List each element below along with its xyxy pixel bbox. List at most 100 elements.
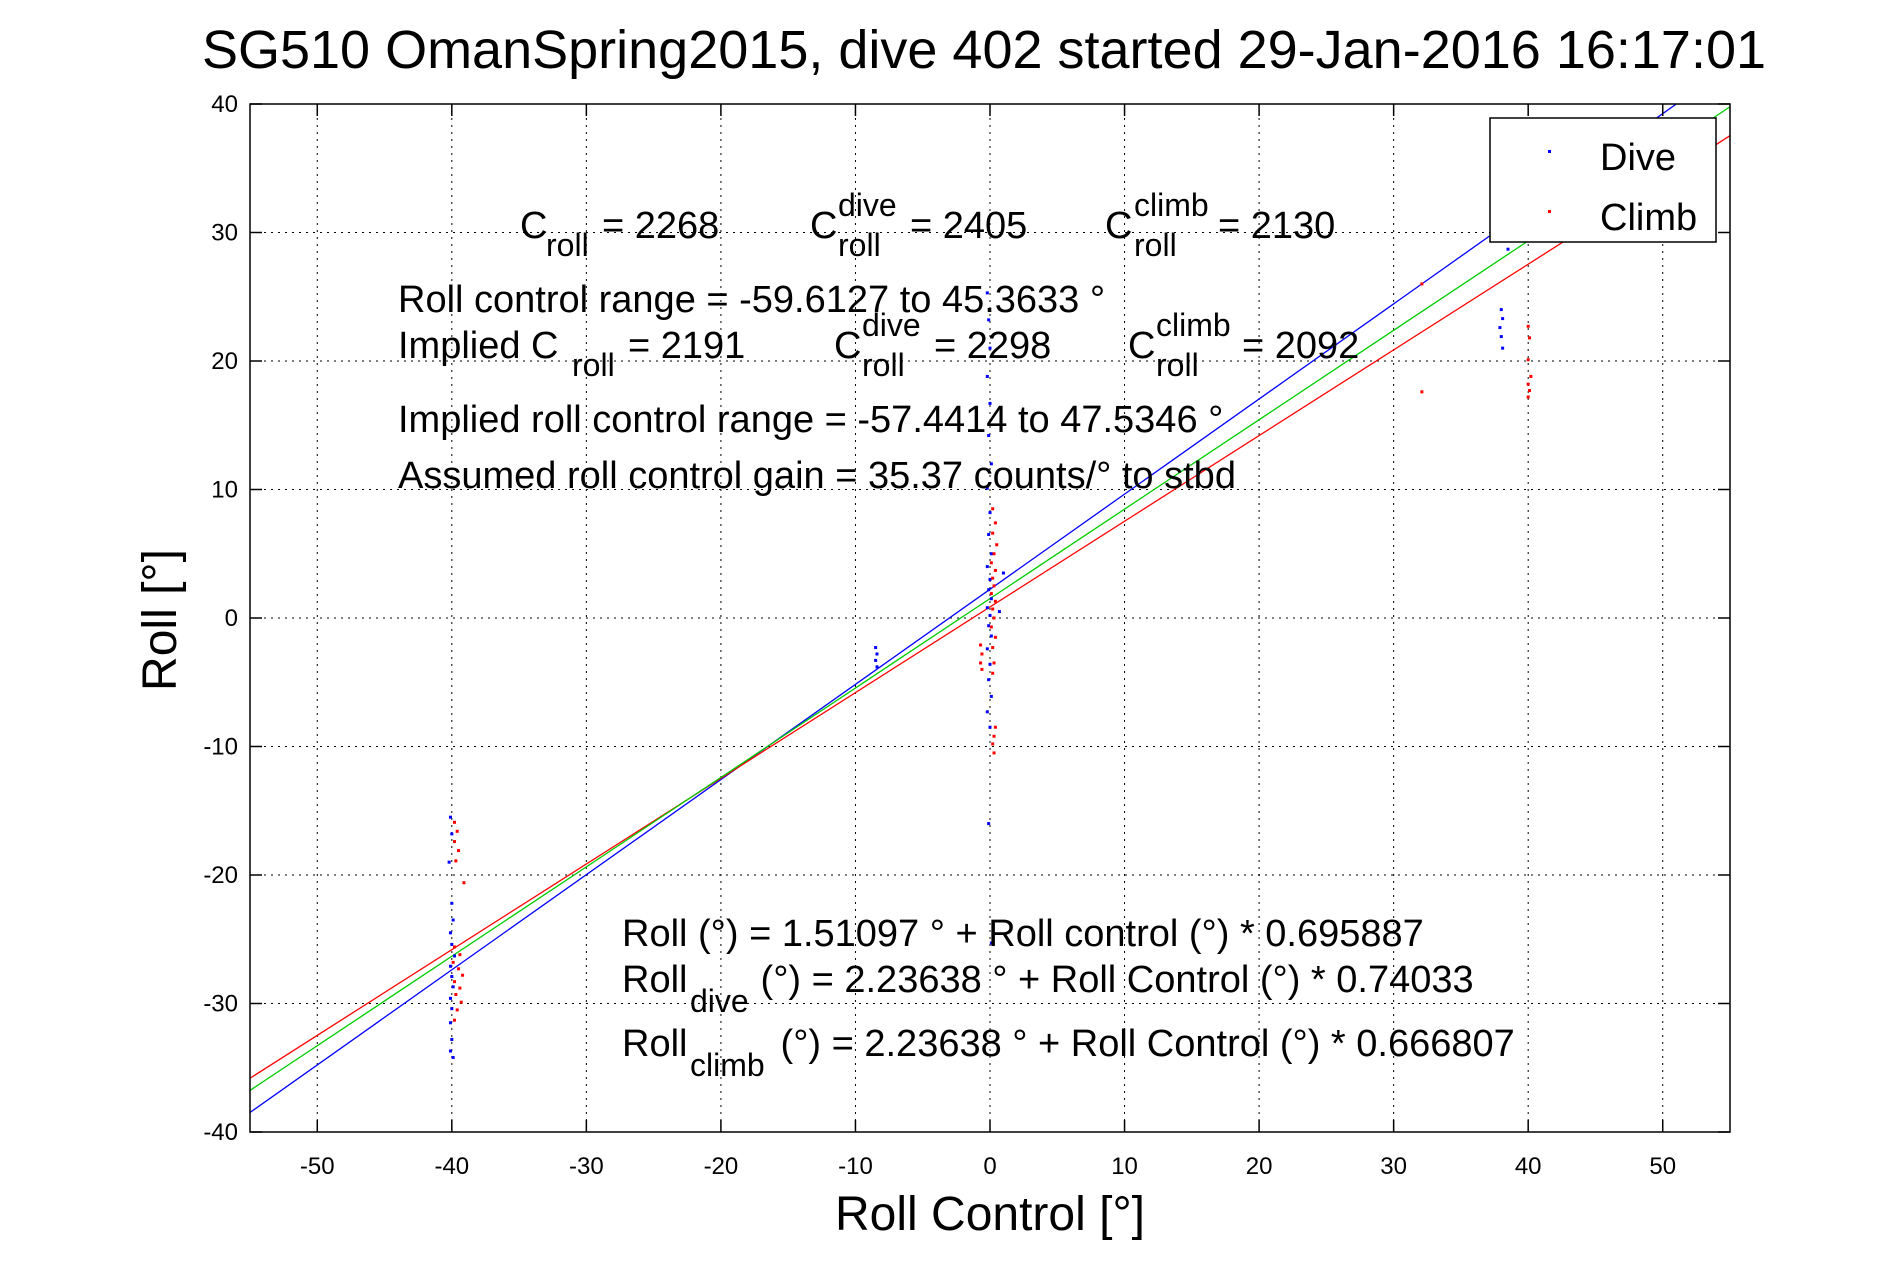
climb-point xyxy=(459,1000,463,1004)
dive-point xyxy=(451,1055,455,1059)
dive-point xyxy=(450,832,454,836)
climb-point xyxy=(991,531,995,535)
fit-climb-sub: climb xyxy=(690,1047,765,1083)
climb-point xyxy=(980,652,984,656)
dive-point xyxy=(1499,335,1503,339)
climb-point xyxy=(992,584,996,588)
c-climb-sub: roll xyxy=(1134,227,1177,263)
dive-point xyxy=(1506,247,1510,251)
dive-series xyxy=(447,236,1510,1059)
climb-point xyxy=(991,646,995,650)
dive-point xyxy=(989,941,993,945)
climb-point xyxy=(453,980,457,984)
dive-point xyxy=(987,678,991,682)
dive-point xyxy=(989,552,993,556)
dive-point xyxy=(450,1007,454,1011)
dive-point xyxy=(989,694,993,698)
climb-point xyxy=(991,576,995,580)
roll-control-range-text: Roll control range = -59.6127 to 45.3633… xyxy=(398,279,1105,321)
x-tick-label: 20 xyxy=(1246,1153,1273,1180)
dive-point xyxy=(875,652,879,656)
dive-point xyxy=(988,577,992,581)
implied-c-dive-value: = 2298 xyxy=(934,325,1051,367)
climb-point xyxy=(993,635,997,639)
dive-point xyxy=(1501,317,1505,321)
climb-point xyxy=(991,671,995,675)
climb-point xyxy=(457,849,461,853)
y-tick-label: 30 xyxy=(211,220,238,247)
climb-point xyxy=(1528,336,1532,340)
legend-box xyxy=(1489,117,1717,243)
y-tick-label: -10 xyxy=(203,734,238,761)
dive-point xyxy=(985,565,989,569)
implied-c-climb-sup: climb xyxy=(1156,307,1231,343)
dive-point xyxy=(985,486,989,490)
dive-point xyxy=(448,1021,452,1025)
dive-point xyxy=(987,434,991,438)
dive-point xyxy=(988,511,992,515)
implied-c-dive-sup: dive xyxy=(862,307,921,343)
dive-point xyxy=(988,725,992,729)
c-roll-value: = 2268 xyxy=(602,205,719,247)
dive-point xyxy=(450,901,454,905)
dive-point xyxy=(1001,571,1005,575)
x-tick-label: -20 xyxy=(704,1153,739,1180)
climb-point xyxy=(993,599,997,603)
dive-point xyxy=(448,996,452,1000)
fit-dive-equation: Roll dive (°) = 2.23638 ° + Roll Control… xyxy=(622,959,1474,1019)
dive-point xyxy=(987,318,991,322)
x-tick-label: 40 xyxy=(1515,1153,1542,1180)
climb-point xyxy=(455,1008,459,1012)
climb-fit-line xyxy=(250,135,1730,1079)
climb-point xyxy=(458,953,462,957)
dive-point xyxy=(989,462,993,466)
dive-point xyxy=(448,964,452,968)
dive-point xyxy=(997,610,1001,614)
dive-point xyxy=(989,634,993,638)
x-tick-label: 30 xyxy=(1380,1153,1407,1180)
climb-point xyxy=(995,543,999,547)
y-tick-label: -30 xyxy=(203,991,238,1018)
climb-point xyxy=(989,625,993,629)
dive-point xyxy=(875,665,879,669)
dive-point xyxy=(451,918,455,922)
x-tick-label: -50 xyxy=(300,1153,335,1180)
dive-point xyxy=(451,985,455,989)
dive-point xyxy=(985,647,989,651)
implied-c-prefix: Implied C xyxy=(398,325,559,367)
dive-point xyxy=(450,942,454,946)
implied-c-climb-base: C xyxy=(1128,325,1155,367)
c-dive-sup: dive xyxy=(838,187,897,223)
x-tick-label: 10 xyxy=(1111,1153,1138,1180)
x-tick-label: 50 xyxy=(1649,1153,1676,1180)
implied-c-climb-value: = 2092 xyxy=(1242,325,1359,367)
dive-point xyxy=(988,346,992,350)
implied-c-value: = 2191 xyxy=(628,325,745,367)
climb-point xyxy=(979,661,983,665)
climb-point xyxy=(992,616,996,620)
climb-point xyxy=(1528,389,1532,393)
implied-c-sub: roll xyxy=(572,347,615,383)
x-tick-label: -10 xyxy=(838,1153,873,1180)
dive-point xyxy=(874,658,878,662)
climb-point xyxy=(461,973,465,977)
c-roll-sub: roll xyxy=(546,227,589,263)
climb-point xyxy=(992,751,996,755)
c-climb-base: C xyxy=(1105,205,1132,247)
climb-point xyxy=(453,945,457,949)
dive-point xyxy=(448,1049,452,1053)
legend: Dive Climb xyxy=(1489,117,1717,243)
climb-point xyxy=(455,829,459,833)
dive-point xyxy=(985,291,989,295)
climb-point xyxy=(991,742,995,746)
climb-point xyxy=(453,820,457,824)
dive-point xyxy=(447,860,451,864)
chart-title: SG510 OmanSpring2015, dive 402 started 2… xyxy=(202,20,1766,80)
climb-point xyxy=(992,552,996,556)
c-climb-sup: climb xyxy=(1134,187,1209,223)
climb-point xyxy=(1526,324,1530,328)
climb-point xyxy=(458,986,462,990)
climb-point xyxy=(1420,282,1424,286)
climb-point xyxy=(980,667,984,671)
